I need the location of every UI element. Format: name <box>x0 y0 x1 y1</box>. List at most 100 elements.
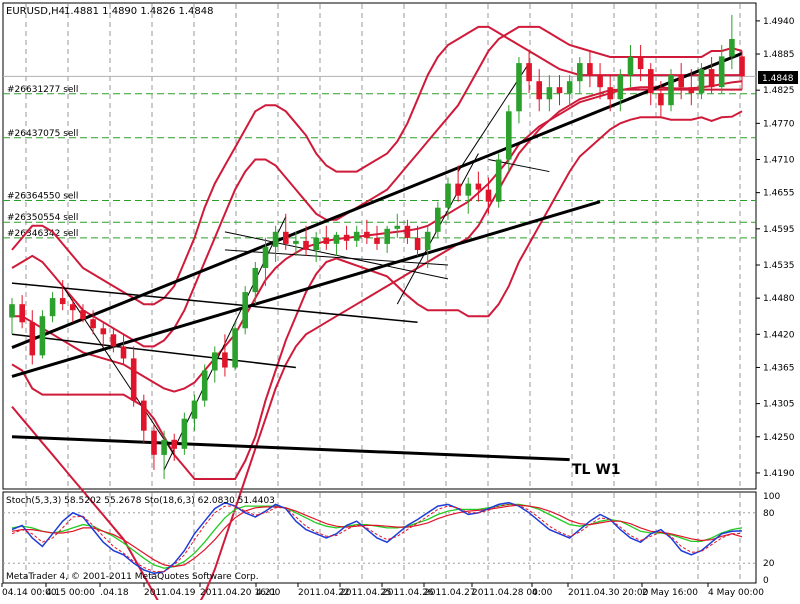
candle-body <box>627 57 634 76</box>
candle-body <box>9 304 15 318</box>
candle-body <box>323 237 330 244</box>
order-label: #26346342 sell <box>7 229 78 239</box>
candle-body <box>718 56 725 88</box>
time-tick-label: 2011.04.28 00:00 <box>472 588 553 598</box>
time-tick-label: 4.21 <box>256 588 276 598</box>
oscillator-lines <box>3 501 756 575</box>
candle-body <box>262 246 269 268</box>
candle-body <box>303 240 309 250</box>
candle-body <box>678 75 684 88</box>
candle-body <box>161 439 167 455</box>
price-tick-label: 1.4365 <box>763 363 795 373</box>
candle-body <box>49 298 56 317</box>
candle-body <box>171 439 177 449</box>
tl-w1 <box>11 435 570 462</box>
oscillator-axis: 100 80 20 0 <box>763 492 780 586</box>
time-axis: 04.14 00:004.15 00:00 .04.18 2011.04.19 201… <box>1 583 764 598</box>
candle-body <box>485 189 492 202</box>
candle-body <box>424 231 431 250</box>
sto18-signal <box>11 504 743 568</box>
candle-body <box>374 237 380 244</box>
price-tick-label: 1.4480 <box>763 294 795 304</box>
order-lines: #26631277 sell #26437075 sell #26364550 se… <box>3 85 756 239</box>
candle-body <box>658 93 664 106</box>
price-tick-label: 1.4305 <box>763 400 795 410</box>
price-tick-label: 1.4595 <box>763 225 795 235</box>
support-line <box>11 333 296 369</box>
price-tick-label: 1.4885 <box>763 50 795 60</box>
candle-body <box>242 292 248 329</box>
candle-body <box>59 298 66 305</box>
candle-body <box>181 418 188 449</box>
candle-body <box>587 63 593 76</box>
osc-tick-label: 0 <box>763 576 769 586</box>
candle-body <box>313 237 319 250</box>
time-tick-label: 4. <box>532 588 541 598</box>
candle-body <box>232 328 238 368</box>
candle-body <box>556 87 563 94</box>
current-price-label: 1.4848 <box>762 74 794 84</box>
candle-body <box>343 234 350 241</box>
candle-body <box>222 352 228 368</box>
candle-body <box>272 231 279 247</box>
order-label: #26350554 sell <box>7 213 78 223</box>
time-tick-label: 4.15 00:00 <box>46 588 95 598</box>
ohlc-values: 1.4881 1.4890 1.4826 1.4848 <box>64 6 214 17</box>
candle-body <box>637 57 644 70</box>
candle-body <box>739 56 745 77</box>
resistance-line <box>11 282 418 323</box>
candle-body <box>708 69 715 88</box>
stoch5-signal <box>11 503 743 573</box>
candle-body <box>70 304 76 311</box>
trendline-label: TL W1 <box>572 462 621 478</box>
osc-tick-label: 80 <box>763 509 775 519</box>
candle-body <box>19 304 25 323</box>
candle-body <box>465 183 472 196</box>
price-tick-label: 1.4250 <box>763 433 795 443</box>
osc-tick-label: 20 <box>763 559 775 569</box>
candle-body <box>80 310 86 320</box>
price-tick-label: 1.4710 <box>763 156 795 166</box>
price-tick-label: 1.4825 <box>763 86 795 96</box>
time-tick-label: 4 May 00:00 <box>708 588 764 598</box>
candle-body <box>364 231 370 238</box>
candle-body <box>201 370 208 401</box>
order-label: #26437075 sell <box>7 129 78 139</box>
candle-body <box>414 237 421 250</box>
time-tick-label: 2011.04.22 <box>298 588 350 598</box>
candle-body <box>648 69 654 94</box>
time-tick-label: 04.14 00:00 <box>2 588 57 598</box>
candle-body <box>212 352 218 371</box>
price-tick-label: 1.4770 <box>763 119 795 129</box>
time-tick-label: 2011.04.25 <box>340 588 392 598</box>
candle-body <box>29 322 36 356</box>
price-tick-label: 1.4420 <box>763 330 795 340</box>
candle-body <box>475 183 482 190</box>
candle-body <box>516 63 522 112</box>
candle-body <box>536 81 542 100</box>
candle-body <box>546 87 553 100</box>
time-tick-label: 2011.04.26 <box>382 588 434 598</box>
candle-body <box>293 240 299 244</box>
price-axis: 1.4940 1.4885 1.4825 1.4770 1.4710 1.4655 1.45… <box>756 17 795 479</box>
candle-body <box>191 400 198 419</box>
candle-body <box>698 69 705 94</box>
stoch5-main <box>11 501 743 575</box>
candles <box>9 14 745 479</box>
candle-body <box>39 316 46 356</box>
candle-body <box>455 183 461 196</box>
candle-body <box>617 75 624 100</box>
candle-body <box>404 225 411 238</box>
time-tick-label: 2 May 16:00 <box>642 588 698 598</box>
candle-body <box>333 234 340 244</box>
time-tick-label: 2011.04.20 16:00 <box>200 588 281 598</box>
time-tick-label: 2011.04.30 20:00 <box>568 588 649 598</box>
candle-body <box>526 63 532 82</box>
price-tick-label: 1.4190 <box>763 469 795 479</box>
candle-body <box>394 225 401 229</box>
order-label: #26364550 sell <box>7 191 78 201</box>
candle-body <box>607 87 613 100</box>
candle-body <box>566 81 573 94</box>
